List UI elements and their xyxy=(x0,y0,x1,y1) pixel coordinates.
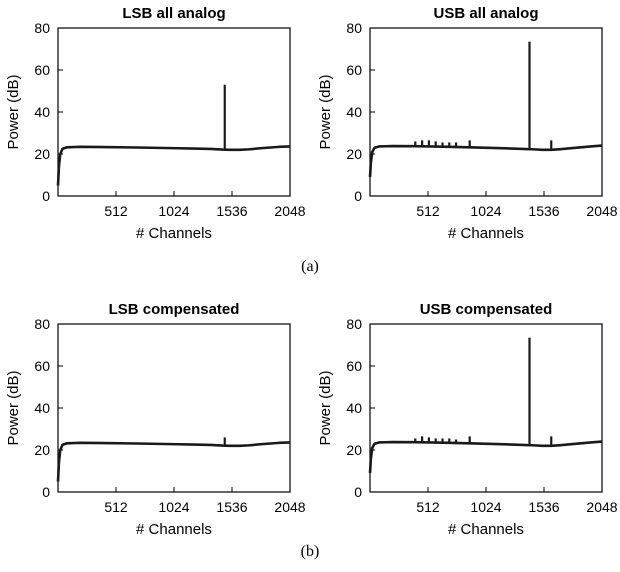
y-tick-label: 60 xyxy=(34,62,50,78)
y-tick-label: 80 xyxy=(34,20,50,36)
plot-frame xyxy=(57,27,291,197)
chart-title: LSB compensated xyxy=(109,301,240,318)
y-tick-label: 0 xyxy=(354,188,362,204)
x-tick-label: 1536 xyxy=(528,499,559,515)
y-tick-label: 40 xyxy=(346,400,362,416)
y-tick-label: 40 xyxy=(34,400,50,416)
plot-frame xyxy=(369,27,603,197)
caption-a: (a) xyxy=(301,258,319,275)
series-line xyxy=(56,145,291,186)
y-tick-label: 60 xyxy=(346,358,362,374)
x-tick-label: 1024 xyxy=(158,203,189,219)
y-tick-label: 0 xyxy=(42,484,50,500)
y-tick-label: 80 xyxy=(346,316,362,332)
plot-frame xyxy=(57,323,291,493)
x-tick-label: 2048 xyxy=(586,203,617,219)
y-tick-label: 0 xyxy=(354,484,362,500)
x-tick-label: 512 xyxy=(104,203,128,219)
y-tick-label: 0 xyxy=(42,188,50,204)
y-tick-label: 20 xyxy=(346,442,362,458)
x-tick-label: 1024 xyxy=(470,499,501,515)
x-tick-label: 2048 xyxy=(274,203,305,219)
series-line xyxy=(368,144,603,178)
x-tick-label: 1024 xyxy=(158,499,189,515)
x-tick-label: 512 xyxy=(416,203,440,219)
panel-bottom-right: USB compensated 0 20 40 60 80 512 1024 1536 2048 #… xyxy=(317,301,618,538)
x-axis-label: # Channels xyxy=(448,225,524,242)
y-tick-label: 60 xyxy=(34,358,50,374)
plot-frame xyxy=(369,323,603,493)
y-tick-label: 40 xyxy=(346,104,362,120)
series-line xyxy=(56,441,291,482)
series-line xyxy=(368,440,603,474)
y-axis-label: Power (dB) xyxy=(5,370,22,445)
x-tick-label: 1536 xyxy=(216,499,247,515)
x-tick-label: 1536 xyxy=(528,203,559,219)
y-tick-label: 20 xyxy=(34,146,50,162)
y-tick-label: 20 xyxy=(346,146,362,162)
chart-title: USB all analog xyxy=(433,5,538,22)
y-tick-label: 40 xyxy=(34,104,50,120)
x-tick-label: 512 xyxy=(104,499,128,515)
x-axis-label: # Channels xyxy=(136,521,212,538)
y-tick-label: 60 xyxy=(346,62,362,78)
y-tick-label: 80 xyxy=(34,316,50,332)
x-tick-label: 2048 xyxy=(274,499,305,515)
x-tick-label: 1536 xyxy=(216,203,247,219)
y-axis-label: Power (dB) xyxy=(317,74,334,149)
panel-bottom-left: LSB compensated 0 20 40 60 80 512 1024 1536 2048 #… xyxy=(5,301,306,538)
chart-title: USB compensated xyxy=(420,301,553,318)
x-tick-label: 2048 xyxy=(586,499,617,515)
panel-top-right: USB all analog 0 20 40 60 80 512 1024 1536 2048 # … xyxy=(317,5,618,242)
x-axis-label: # Channels xyxy=(448,521,524,538)
x-axis-label: # Channels xyxy=(136,225,212,242)
y-tick-label: 20 xyxy=(34,442,50,458)
y-axis-label: Power (dB) xyxy=(317,370,334,445)
y-tick-label: 80 xyxy=(346,20,362,36)
chart-title: LSB all analog xyxy=(122,5,225,22)
panel-top-left: LSB all analog 0 20 40 60 80 512 1024 1536 2048 # … xyxy=(5,5,306,242)
x-tick-label: 1024 xyxy=(470,203,501,219)
x-tick-label: 512 xyxy=(416,499,440,515)
y-axis-label: Power (dB) xyxy=(5,74,22,149)
caption-b: (b) xyxy=(301,543,320,560)
